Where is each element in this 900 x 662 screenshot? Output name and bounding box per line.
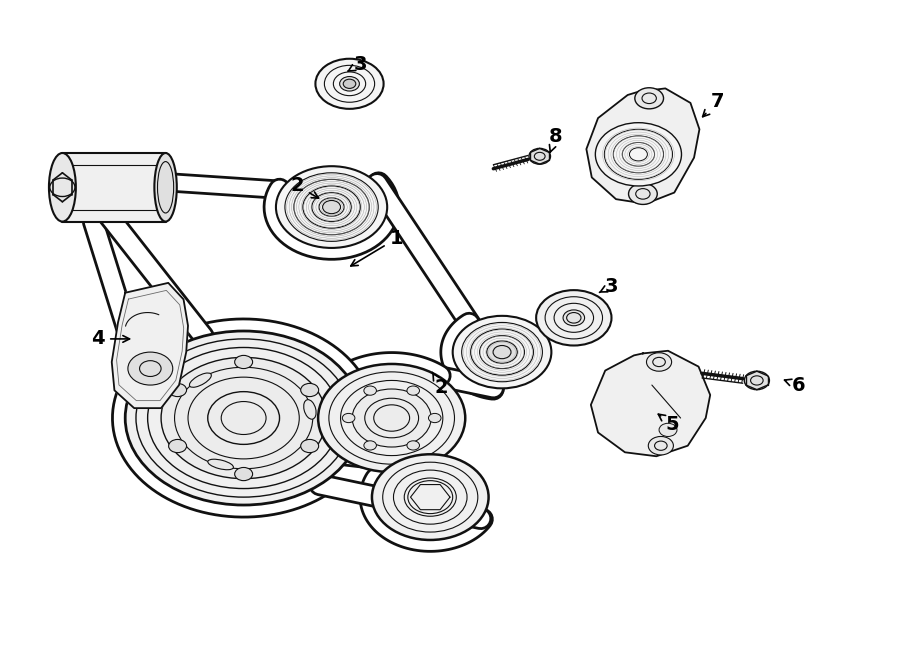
Bar	[62, 153, 166, 222]
Polygon shape	[587, 89, 699, 204]
Circle shape	[322, 201, 340, 214]
Circle shape	[407, 441, 419, 450]
Circle shape	[125, 331, 362, 505]
Circle shape	[659, 423, 677, 436]
Circle shape	[318, 364, 465, 472]
Text: 3: 3	[599, 277, 618, 296]
Text: 2: 2	[432, 372, 448, 397]
Text: 3: 3	[348, 54, 367, 73]
Circle shape	[301, 440, 319, 453]
Circle shape	[407, 386, 419, 395]
Circle shape	[168, 383, 186, 397]
Text: 2: 2	[291, 177, 319, 198]
Circle shape	[364, 386, 376, 395]
Text: 6: 6	[785, 375, 805, 395]
Text: 5: 5	[658, 414, 680, 434]
Circle shape	[161, 357, 326, 479]
Circle shape	[634, 88, 663, 109]
Circle shape	[128, 352, 173, 385]
Circle shape	[364, 441, 376, 450]
Circle shape	[343, 79, 356, 89]
Circle shape	[372, 454, 489, 540]
Circle shape	[529, 148, 551, 164]
Text: 1: 1	[351, 229, 403, 266]
Polygon shape	[591, 351, 710, 456]
Circle shape	[536, 290, 611, 346]
Circle shape	[646, 353, 671, 371]
Circle shape	[487, 341, 518, 363]
Text: 7: 7	[703, 92, 724, 117]
Ellipse shape	[189, 373, 212, 387]
Circle shape	[563, 310, 585, 326]
Circle shape	[628, 183, 657, 205]
Text: 8: 8	[549, 127, 562, 152]
Circle shape	[235, 355, 253, 369]
Circle shape	[315, 59, 383, 109]
Circle shape	[595, 122, 681, 186]
Circle shape	[493, 346, 511, 359]
Circle shape	[428, 413, 441, 422]
Circle shape	[276, 166, 387, 248]
Circle shape	[352, 389, 431, 447]
Circle shape	[339, 77, 359, 91]
Circle shape	[342, 413, 355, 422]
Ellipse shape	[155, 153, 176, 222]
Circle shape	[648, 436, 673, 455]
Circle shape	[453, 316, 552, 389]
Circle shape	[235, 467, 253, 481]
Ellipse shape	[303, 400, 316, 419]
Ellipse shape	[49, 153, 76, 222]
Polygon shape	[112, 283, 188, 408]
Ellipse shape	[208, 459, 233, 470]
Circle shape	[168, 440, 186, 453]
Circle shape	[744, 371, 770, 390]
Circle shape	[301, 383, 319, 397]
Text: 4: 4	[92, 330, 130, 348]
